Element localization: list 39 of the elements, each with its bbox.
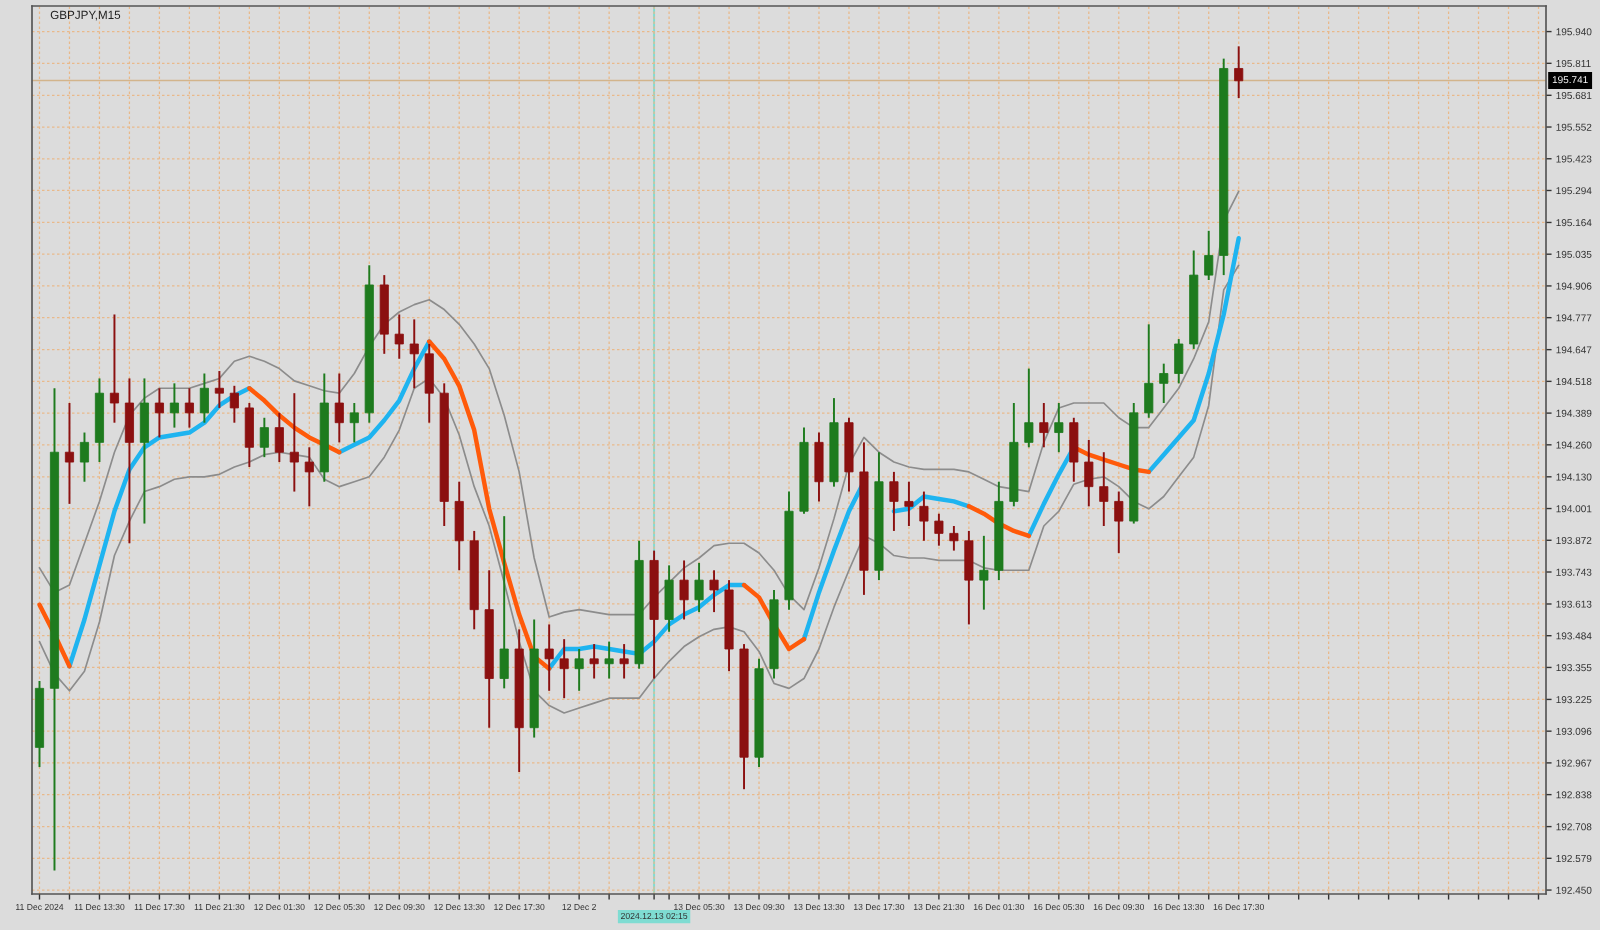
candlestick	[949, 525, 959, 552]
candlestick	[1114, 490, 1124, 555]
candlestick	[169, 382, 179, 429]
candlestick	[139, 377, 149, 525]
candlestick	[154, 387, 164, 439]
line-series	[38, 264, 1240, 714]
candlestick	[259, 416, 269, 459]
candlestick	[889, 470, 899, 532]
candlestick	[1069, 416, 1079, 483]
candlestick	[1039, 402, 1049, 449]
candlestick	[1024, 367, 1034, 449]
candlestick	[64, 402, 75, 505]
candlestick	[1054, 402, 1064, 454]
line-series	[38, 190, 1240, 618]
candlestick	[934, 512, 944, 547]
candlestick	[1099, 451, 1109, 527]
candlestick	[454, 480, 464, 572]
candlestick	[1144, 323, 1154, 419]
candlestick	[979, 534, 989, 611]
candlestick	[919, 490, 929, 542]
candlestick	[289, 392, 299, 493]
candlestick	[109, 313, 119, 424]
candlestick	[1234, 45, 1244, 99]
candlestick	[1159, 362, 1169, 404]
candlestick	[1084, 438, 1094, 508]
candlestick	[274, 411, 284, 464]
candlestick	[214, 370, 224, 409]
candlestick	[1204, 229, 1214, 281]
candlestick	[499, 515, 509, 690]
candlestick	[904, 480, 914, 527]
candlestick	[184, 387, 194, 429]
candlestick	[304, 446, 314, 508]
candlestick	[199, 372, 209, 424]
candlestick	[244, 402, 254, 468]
candlestick	[964, 529, 974, 626]
candlestick	[79, 431, 90, 483]
candlestick	[1174, 338, 1184, 385]
candlestick	[229, 384, 239, 424]
candlestick	[124, 377, 134, 545]
